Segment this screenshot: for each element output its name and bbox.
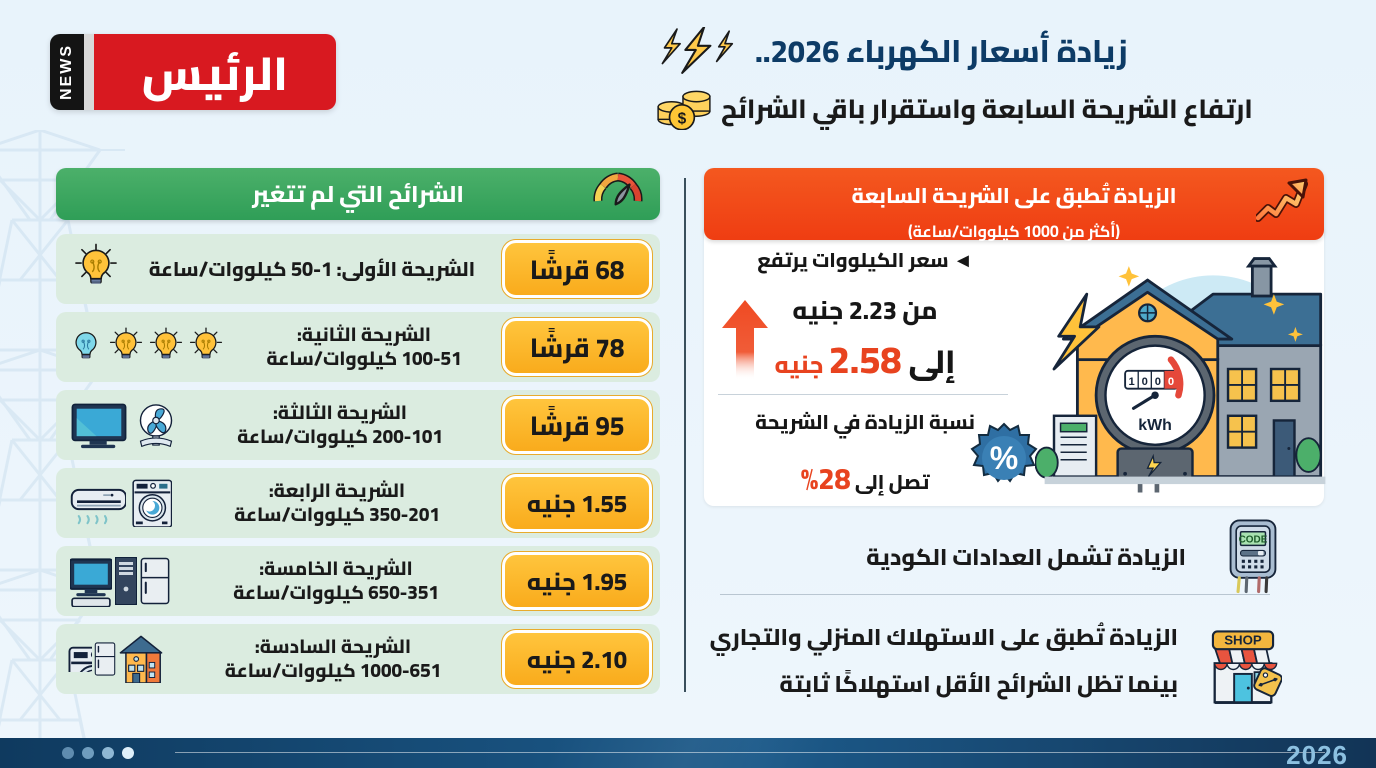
svg-text:%: %: [990, 440, 1018, 476]
svg-text:$: $: [678, 110, 687, 127]
svg-text:1: 1: [1129, 376, 1135, 388]
svg-text:0: 0: [1168, 376, 1174, 388]
svg-text:0: 0: [1155, 376, 1161, 388]
svg-text:0: 0: [1142, 376, 1148, 388]
svg-text:kWh: kWh: [1138, 417, 1172, 434]
